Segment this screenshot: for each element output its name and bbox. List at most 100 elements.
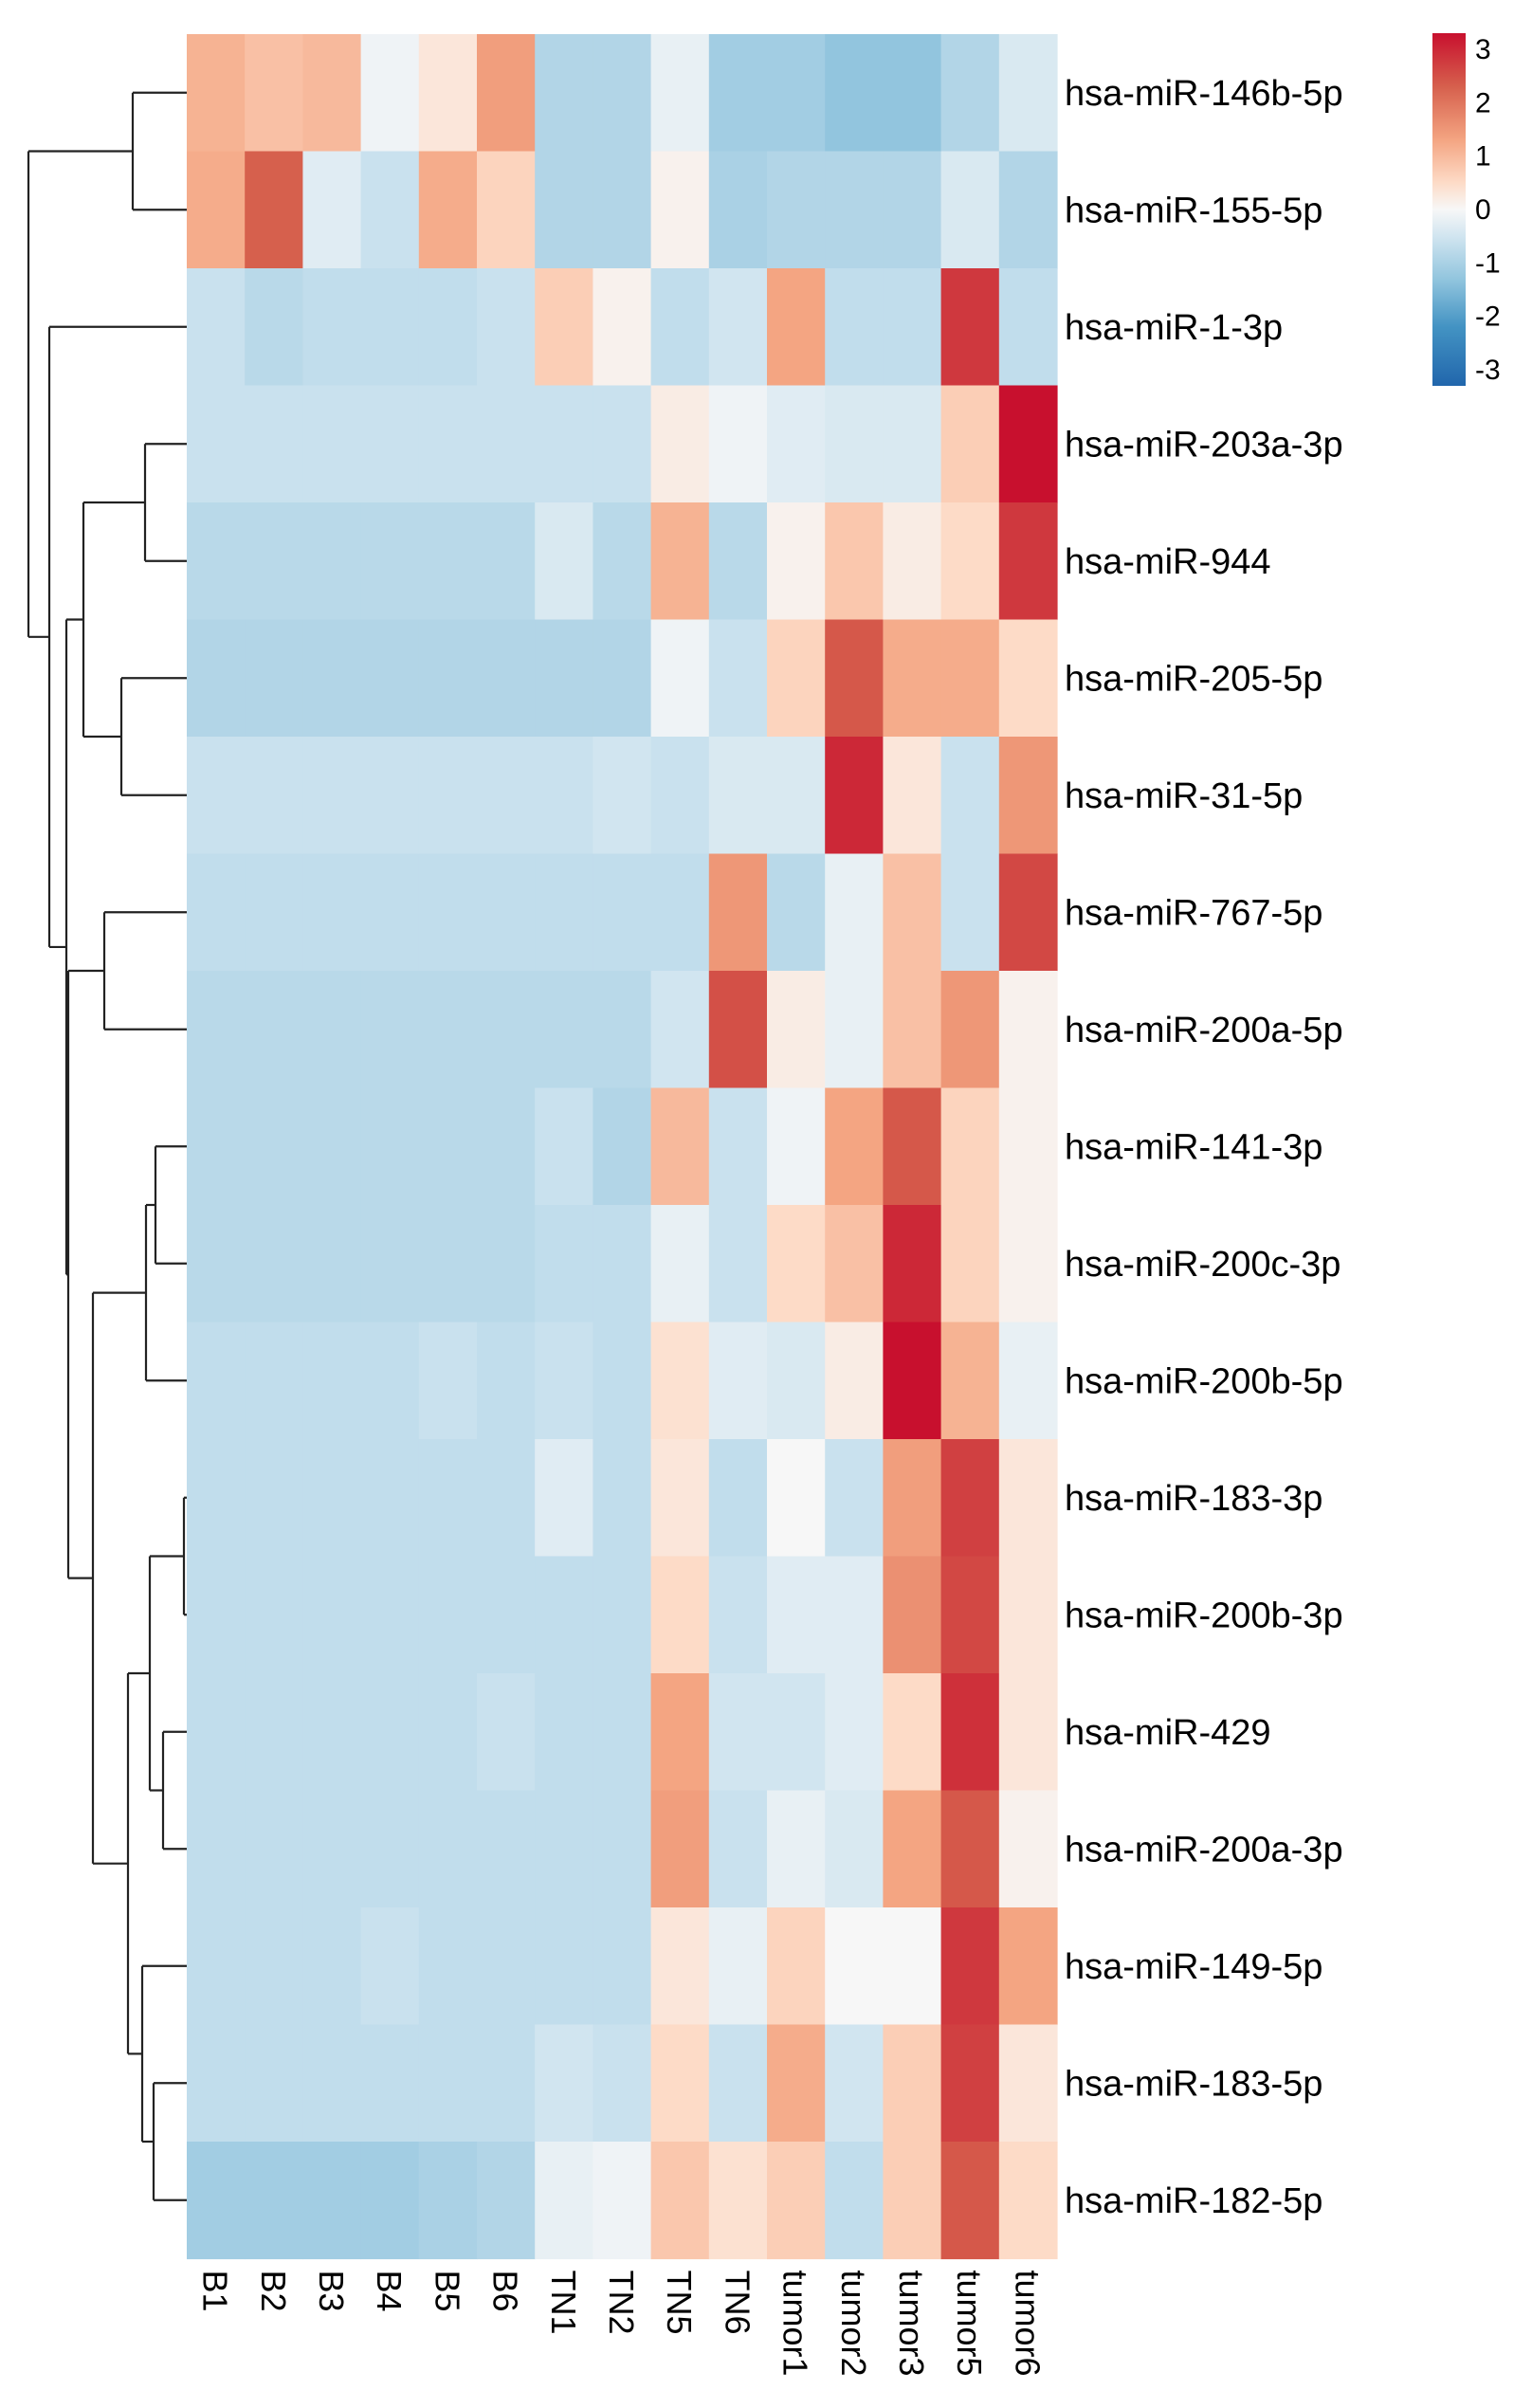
row-dendrogram: [27, 91, 187, 2201]
heatmap-cell: [883, 1556, 942, 1674]
heatmap-cell: [825, 34, 884, 153]
heatmap-cell: [708, 2142, 768, 2260]
heatmap-cell: [883, 2024, 942, 2143]
heatmap-cell: [998, 1205, 1058, 1323]
heatmap-cell: [767, 502, 826, 621]
row-labels: hsa-miR-146b-5p hsa-miR-155-5p hsa-miR-1-3…: [1065, 74, 1343, 2221]
heatmap-cell: [998, 1556, 1058, 1674]
column-label: TN1: [544, 2271, 583, 2335]
heatmap-cell: [593, 619, 652, 738]
heatmap-cell: [477, 2142, 536, 2260]
heatmap-cell: [302, 971, 362, 1089]
heatmap-cell: [825, 151, 884, 269]
row-label: hsa-miR-31-5p: [1065, 776, 1303, 816]
heatmap-cell: [360, 1556, 420, 1674]
heatmap-cell: [360, 502, 420, 621]
heatmap-cell: [187, 2142, 246, 2260]
heatmap-cell: [418, 2024, 478, 2143]
heatmap-cell: [825, 1790, 884, 1908]
heatmap-cell: [477, 619, 536, 738]
heatmap-cell: [767, 2024, 826, 2143]
heatmap-cell: [418, 34, 478, 153]
heatmap-cell: [302, 151, 362, 269]
heatmap-cell: [593, 1439, 652, 1558]
heatmap-cell: [418, 1439, 478, 1558]
heatmap-cell: [535, 268, 593, 387]
heatmap-cell: [245, 853, 303, 972]
column-labels: B1 B2 B3 B4 B5 B6 TN1 TN2 TN5 TN6 tumor1 tumor2 tumo…: [196, 2271, 1048, 2377]
heatmap-cell: [360, 971, 420, 1089]
heatmap-cell: [940, 502, 1000, 621]
heatmap-cell: [593, 1790, 652, 1908]
heatmap-cell: [245, 1205, 303, 1323]
heatmap-cell: [418, 1673, 478, 1792]
heatmap-cell: [187, 619, 246, 738]
heatmap-cell: [767, 1673, 826, 1792]
heatmap-cell: [535, 502, 593, 621]
heatmap-cell: [767, 619, 826, 738]
heatmap-cell: [187, 502, 246, 621]
heatmap-cell: [477, 1673, 536, 1792]
heatmap-cell: [767, 1790, 826, 1908]
heatmap-cell: [418, 385, 478, 503]
heatmap-cell: [360, 1205, 420, 1323]
column-label: B1: [196, 2271, 235, 2312]
heatmap-cell: [998, 1439, 1058, 1558]
heatmap-cell: [535, 1439, 593, 1558]
heatmap-cell: [825, 502, 884, 621]
heatmap-cell: [825, 1556, 884, 1674]
heatmap-cell: [187, 853, 246, 972]
heatmap-cell: [245, 619, 303, 738]
heatmap-cell: [767, 385, 826, 503]
heatmap-cell: [360, 1087, 420, 1206]
column-label: TN2: [602, 2271, 641, 2335]
heatmap-cell: [708, 385, 768, 503]
column-label: B4: [370, 2271, 409, 2312]
heatmap-cell: [650, 1790, 710, 1908]
heatmap-cell: [360, 1439, 420, 1558]
heatmap-cell: [825, 1439, 884, 1558]
heatmap-cell: [708, 34, 768, 153]
heatmap-cell: [940, 34, 1000, 153]
heatmap-cell: [708, 1673, 768, 1792]
heatmap-cell: [187, 1322, 246, 1440]
heatmap-cell: [593, 1322, 652, 1440]
column-label: tumor2: [834, 2271, 873, 2377]
heatmap-cell: [187, 971, 246, 1089]
heatmap-cell: [883, 971, 942, 1089]
heatmap-cell: [767, 853, 826, 972]
colorbar-tick-label: 0: [1475, 194, 1491, 226]
heatmap-cell: [302, 1087, 362, 1206]
heatmap-cell: [418, 268, 478, 387]
row-label: hsa-miR-203a-3p: [1065, 425, 1343, 465]
heatmap-cell: [883, 1673, 942, 1792]
heatmap-cell: [998, 1790, 1058, 1908]
heatmap-cell: [998, 502, 1058, 621]
colorbar-tick-label: -1: [1475, 247, 1501, 279]
heatmap-cell: [418, 2142, 478, 2260]
heatmap-cell: [998, 737, 1058, 855]
heatmap-cell: [650, 502, 710, 621]
heatmap-cell: [650, 853, 710, 972]
heatmap-cell: [998, 2024, 1058, 2143]
heatmap-cell: [883, 737, 942, 855]
heatmap-cell: [650, 1907, 710, 2026]
heatmap-cell: [708, 971, 768, 1089]
heatmap-cell: [593, 1556, 652, 1674]
column-label: B2: [254, 2271, 293, 2312]
heatmap-cell: [245, 1907, 303, 2026]
column-label: tumor1: [776, 2271, 815, 2377]
heatmap-cell: [883, 1322, 942, 1440]
heatmap-cell: [535, 2142, 593, 2260]
heatmap-cell: [650, 1673, 710, 1792]
heatmap-cell: [998, 1673, 1058, 1792]
heatmap-cell: [302, 385, 362, 503]
heatmap-cell: [708, 1907, 768, 2026]
row-label: hsa-miR-200b-3p: [1065, 1596, 1343, 1635]
heatmap-cell: [187, 737, 246, 855]
column-label: B5: [428, 2271, 466, 2312]
heatmap-cell: [360, 1907, 420, 2026]
heatmap-cell: [477, 151, 536, 269]
heatmap-cell: [998, 1087, 1058, 1206]
